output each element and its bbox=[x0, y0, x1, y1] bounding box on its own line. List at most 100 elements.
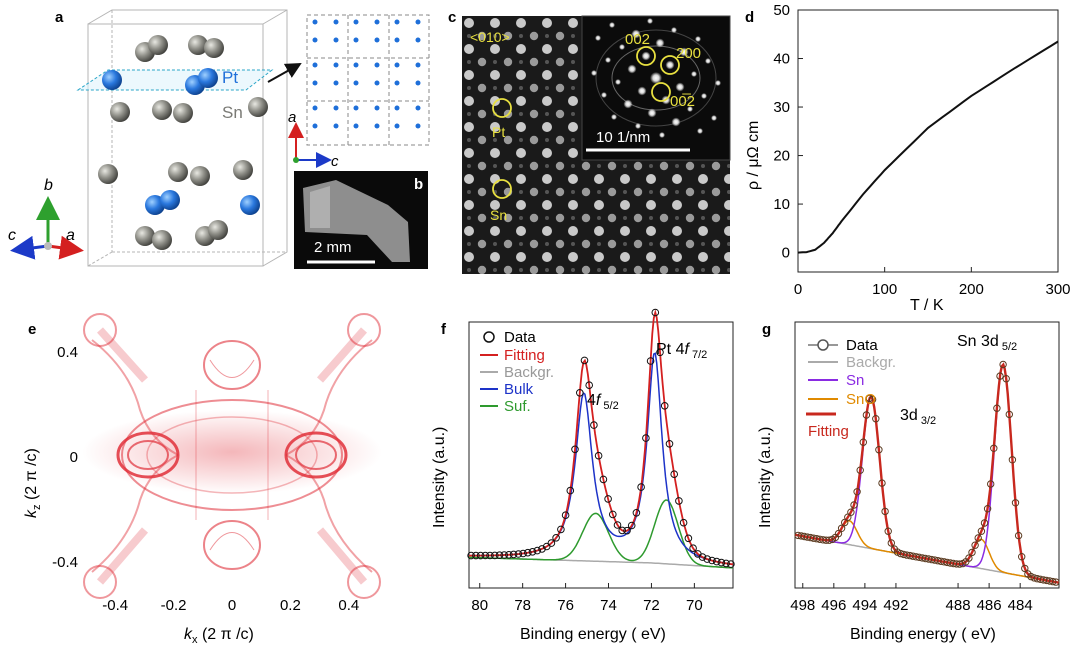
x-tick-label-e: -0.4 bbox=[102, 597, 128, 614]
diffraction-spot bbox=[671, 27, 677, 33]
lattice-site bbox=[312, 19, 318, 25]
y-tick-label-e: 0 bbox=[70, 449, 78, 466]
diffraction-spot bbox=[635, 123, 641, 129]
data-point-f bbox=[495, 551, 504, 560]
data-point-f bbox=[580, 356, 589, 365]
legend-g-sno: SnO bbox=[846, 391, 876, 408]
diffraction-spot bbox=[679, 47, 689, 57]
data-point-f bbox=[486, 551, 494, 560]
sn-site-marker bbox=[492, 179, 512, 199]
lattice-site bbox=[374, 37, 380, 43]
data-point-f bbox=[552, 534, 560, 542]
ylabel-g: Intensity (a.u.) bbox=[757, 427, 774, 528]
peak-label-3d32: 3d 3/2 bbox=[900, 407, 936, 427]
data-point-g bbox=[1018, 553, 1026, 561]
legend-g-data: Data bbox=[846, 337, 878, 354]
zone-axis-label: <010> bbox=[470, 29, 510, 45]
data-point-g bbox=[968, 548, 976, 557]
pt-plane-inset: a c bbox=[288, 14, 430, 170]
data-point-g bbox=[884, 527, 892, 535]
plot-frame-f bbox=[468, 321, 734, 589]
data-point-f bbox=[519, 549, 527, 558]
data-point-g bbox=[862, 411, 871, 419]
peak-label-pt-4f72: Pt 4f 7/2 bbox=[656, 341, 707, 361]
x-tick-label-g: 492 bbox=[883, 597, 908, 614]
legend-f-suf: Suf. bbox=[504, 398, 531, 415]
data-point-f bbox=[689, 544, 697, 553]
x-tick-label-d: 300 bbox=[1045, 281, 1070, 298]
diffraction-spot bbox=[650, 72, 662, 84]
lattice-site bbox=[415, 62, 421, 68]
data-point-g bbox=[865, 394, 874, 403]
data-point-f bbox=[500, 551, 509, 559]
diffraction-spot bbox=[609, 22, 615, 28]
data-point-f bbox=[509, 550, 518, 559]
data-point-f bbox=[467, 551, 475, 560]
data-point-g bbox=[980, 519, 989, 527]
panel-label-c: c bbox=[448, 9, 456, 26]
resistivity-curve bbox=[797, 40, 1059, 254]
data-point-f bbox=[594, 451, 603, 460]
data-point-g bbox=[1021, 564, 1029, 573]
sn-atom bbox=[152, 100, 172, 120]
legend-g-sn: Sn bbox=[846, 372, 864, 389]
y-tick-label-d: 10 bbox=[773, 196, 790, 213]
lattice-site bbox=[333, 19, 339, 25]
sn-atom bbox=[173, 103, 193, 123]
plot-frame-g bbox=[794, 321, 1060, 589]
data-point-f bbox=[703, 555, 712, 563]
data-point-f bbox=[481, 551, 490, 560]
data-point-g bbox=[1005, 410, 1013, 419]
legend-f-backgr: Backgr. bbox=[504, 364, 554, 381]
lattice-site bbox=[333, 105, 339, 111]
panel-g: g 498 496 494 492 488 486 484 Data Backgr. Sn … bbox=[757, 321, 1060, 643]
lattice-site bbox=[374, 105, 380, 111]
inset-axis-a: a bbox=[288, 109, 296, 126]
lattice-site bbox=[333, 62, 339, 68]
panel-label-g: g bbox=[762, 321, 771, 338]
data-point-g bbox=[825, 536, 833, 544]
data-point-f bbox=[679, 518, 688, 527]
data-point-g bbox=[965, 554, 973, 562]
data-point-g bbox=[834, 529, 843, 538]
lattice-site bbox=[353, 105, 359, 111]
sn-site-label: Sn bbox=[490, 207, 507, 223]
diffraction-inset: 002 200 00̅2 10 1/nm bbox=[581, 15, 731, 161]
data-point-f bbox=[472, 551, 480, 560]
atoms bbox=[98, 35, 268, 250]
data-point-g bbox=[1014, 531, 1023, 540]
xlabel-g: Binding energy ( eV) bbox=[850, 626, 996, 643]
data-point-f bbox=[505, 551, 513, 559]
x-tick-label-f: 72 bbox=[643, 597, 660, 614]
pt-site-label: Pt bbox=[492, 124, 505, 140]
pt-atom bbox=[102, 70, 122, 90]
lattice-site bbox=[312, 37, 318, 43]
x-tick-label-d: 0 bbox=[794, 281, 802, 298]
data-point-f bbox=[528, 548, 537, 556]
x-tick-label-g: 496 bbox=[821, 597, 846, 614]
data-point-f bbox=[727, 560, 735, 568]
data-point-f bbox=[524, 548, 532, 557]
plot-frame-d bbox=[797, 9, 1059, 273]
data-point-g bbox=[859, 438, 867, 446]
lattice-site bbox=[374, 80, 380, 86]
sn-atom bbox=[135, 226, 155, 246]
sn-atom bbox=[152, 230, 172, 250]
scale-bar-label-b: 2 mm bbox=[314, 239, 352, 256]
diffraction-spot bbox=[665, 60, 675, 70]
lattice-site bbox=[374, 123, 380, 129]
fermi-surface-map bbox=[82, 313, 382, 599]
y-tick-label-d: 50 bbox=[773, 2, 790, 19]
diffraction-spot bbox=[711, 115, 717, 121]
diffraction-spot bbox=[659, 132, 665, 138]
fitting-curve-f bbox=[469, 309, 734, 566]
ylabel-f: Intensity (a.u.) bbox=[431, 427, 448, 528]
data-point-f bbox=[609, 510, 617, 519]
lattice-site bbox=[394, 80, 400, 86]
x-tick-label-g: 494 bbox=[852, 597, 877, 614]
data-point-f bbox=[604, 495, 612, 503]
sno-component-curve bbox=[794, 519, 1060, 584]
panel-f: f 80 78 76 74 72 70 Data Fitting Backgr. Bulk… bbox=[431, 308, 735, 643]
diffraction-spot bbox=[637, 86, 647, 96]
peak-label-sn3d52: Sn 3d 5/2 bbox=[957, 333, 1017, 353]
